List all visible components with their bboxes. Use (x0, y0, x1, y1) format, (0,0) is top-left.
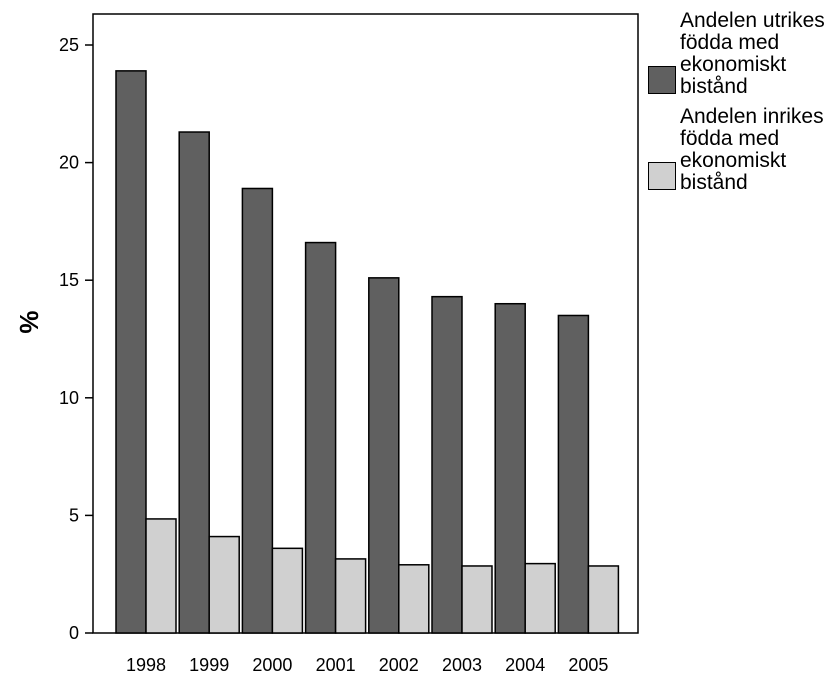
bar-inrikes-2002 (398, 564, 430, 634)
bar-inrikes-2001 (334, 558, 367, 634)
y-tick-label: 25 (59, 35, 79, 55)
bar-utrikes-2002 (368, 277, 400, 634)
y-axis-label: % (14, 310, 44, 333)
bars-group (115, 70, 620, 634)
bar-utrikes-2004 (494, 302, 526, 634)
x-tick-label: 2001 (316, 655, 356, 675)
y-tick-label: 5 (69, 505, 79, 525)
x-tick-label: 1998 (126, 655, 166, 675)
x-axis: 1998 1999 2000 2001 2002 2003 2004 2005 (126, 655, 608, 675)
legend-label-utrikes: Andelen utrikes födda med ekonomiskt bis… (680, 9, 825, 98)
legend-item-utrikes: Andelen utrikes födda med ekonomiskt bis… (646, 10, 836, 98)
y-tick-label: 10 (59, 388, 79, 408)
x-tick-label: 2002 (379, 655, 419, 675)
bar-inrikes-2003 (461, 565, 493, 634)
legend-swatch-utrikes (648, 66, 676, 94)
legend-item-inrikes: Andelen inrikes födda med ekonomiskt bis… (646, 106, 836, 194)
y-axis: 0 5 10 15 20 25 (59, 35, 93, 643)
bar-utrikes-1998 (115, 70, 147, 634)
bar-inrikes-1999 (208, 535, 240, 634)
bar-inrikes-2000 (271, 547, 304, 634)
bar-utrikes-2001 (304, 241, 337, 634)
bar-utrikes-2000 (241, 187, 274, 634)
y-tick-label: 20 (59, 153, 79, 173)
x-tick-label: 1999 (189, 655, 229, 675)
bar-inrikes-1998 (145, 518, 177, 634)
bar-utrikes-1999 (178, 131, 210, 634)
x-tick-label: 2003 (442, 655, 482, 675)
legend-label-inrikes: Andelen inrikes födda med ekonomiskt bis… (680, 105, 824, 194)
legend-swatch-inrikes (648, 162, 676, 190)
bar-utrikes-2005 (557, 314, 590, 634)
y-tick-label: 0 (69, 623, 79, 643)
bar-inrikes-2004 (524, 562, 556, 634)
bar-utrikes-2003 (431, 295, 463, 634)
legend: Andelen utrikes födda med ekonomiskt bis… (646, 10, 836, 202)
bar-inrikes-2005 (587, 565, 620, 634)
x-tick-label: 2005 (568, 655, 608, 675)
y-tick-label: 15 (59, 270, 79, 290)
x-tick-label: 2000 (252, 655, 292, 675)
x-tick-label: 2004 (505, 655, 545, 675)
